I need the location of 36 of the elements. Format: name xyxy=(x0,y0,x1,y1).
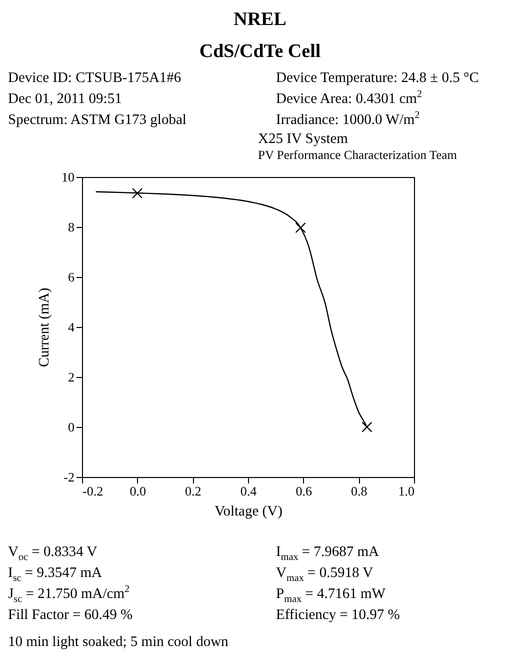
text: Dec 01, 2011 09:51 xyxy=(8,90,123,109)
y-tick-label: 2 xyxy=(68,370,74,384)
y-tick-label: 4 xyxy=(68,320,75,334)
text: Device Area: 0.4301 cm$^{2}$ xyxy=(276,89,423,109)
x-tick-label: 0.0 xyxy=(130,484,146,498)
y-tick-label: 8 xyxy=(68,220,74,234)
text: 10 min light soaked; 5 min cool down xyxy=(8,634,230,651)
text: PV Performance Characterization Team xyxy=(258,147,458,163)
chart-title: NREL xyxy=(232,8,288,32)
x-tick-label: -0.2 xyxy=(82,484,104,498)
text: P$_{max}$ = 4.7161 mW xyxy=(276,585,386,605)
x-axis-title: Voltage (V) xyxy=(214,504,283,520)
line-series xyxy=(95,191,368,428)
text: X25 IV System xyxy=(258,131,349,147)
text: V$_{max}$ = 0.5918 V xyxy=(276,564,374,584)
text: I$_{max}$ = 7.9687 mA xyxy=(276,543,380,563)
y-tick-label: -2 xyxy=(64,470,74,484)
y-axis-title: Current (mA) xyxy=(36,288,52,368)
chart-subtitle: CdS/CdTe Cell xyxy=(198,40,322,64)
y-tick-label: 10 xyxy=(62,170,74,184)
x-tick-label: 0.6 xyxy=(296,484,312,498)
y-tick-label: 0 xyxy=(68,420,74,434)
x-tick-label: 0.4 xyxy=(240,484,258,498)
text: V$_{oc}$ = 0.8334 V xyxy=(8,543,98,563)
text: Irradiance: 1000.0 W/m$^{2}$ xyxy=(276,110,421,130)
text: Fill Factor = 60.49 % xyxy=(8,606,134,625)
text: Device ID: CTSUB-175A1#6 xyxy=(8,69,182,88)
x-tick-label: 1.0 xyxy=(398,484,414,498)
x-tick-label: 0.2 xyxy=(185,484,202,498)
text: J$_{sc}$ = 21.750 mA/cm$^{2}$ xyxy=(8,584,131,605)
text: Device Temperature: 24.8 ± 0.5 °C xyxy=(276,69,480,88)
x-tick-label: 0.8 xyxy=(351,484,368,498)
text: I$_{sc}$ = 9.3547 mA xyxy=(8,564,103,584)
text: Efficiency = 10.97 % xyxy=(276,606,401,625)
y-tick-label: 6 xyxy=(68,270,75,284)
text: Spectrum: ASTM G173 global xyxy=(8,111,188,130)
